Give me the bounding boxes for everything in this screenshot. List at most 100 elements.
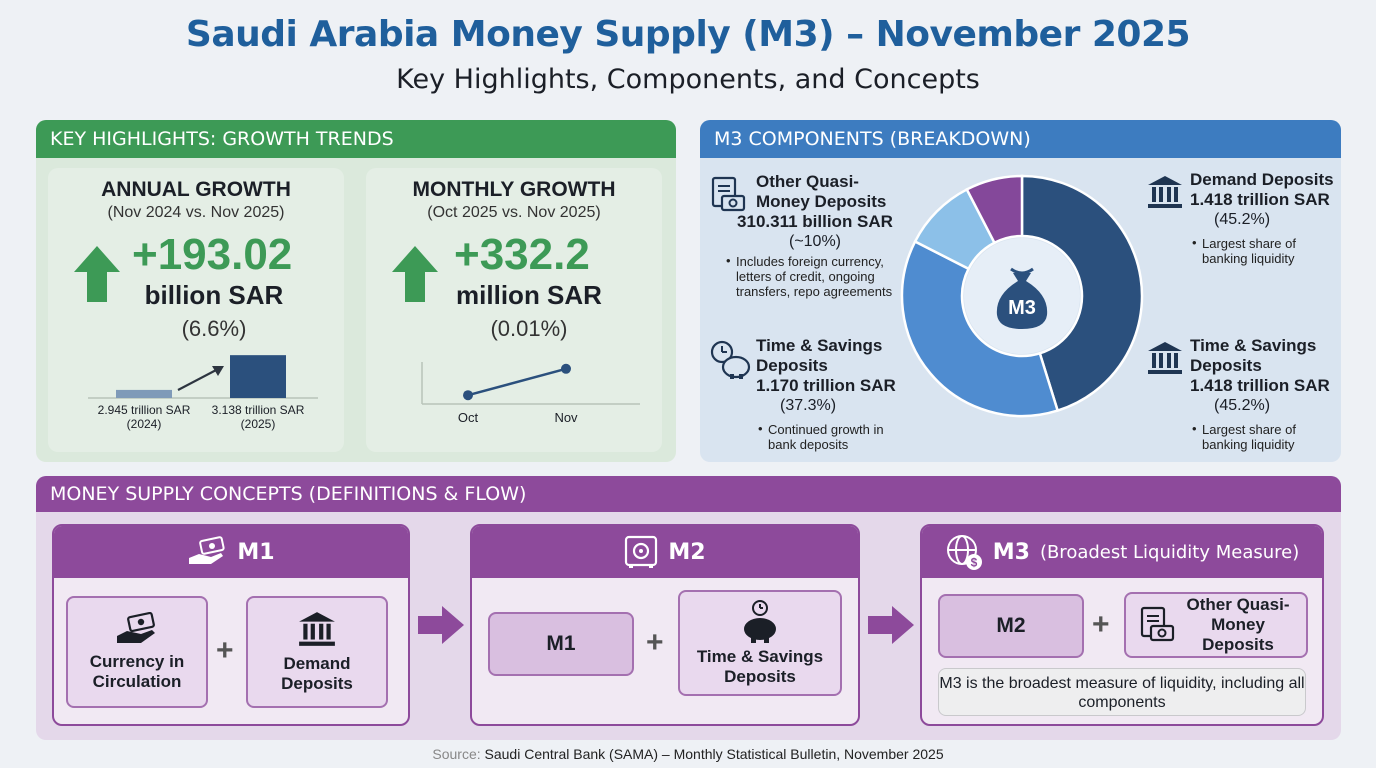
page-subtitle: Key Highlights, Components, and Concepts <box>396 64 980 95</box>
monthly-unit: million SAR <box>456 280 602 310</box>
monthly-period: (Oct 2025 vs. Nov 2025) <box>427 204 601 221</box>
m1-part-label: Demand Deposits <box>281 654 353 693</box>
demand-deposits-box: Demand Deposits <box>246 596 388 708</box>
component-note: Largest share of banking liquidity <box>1190 421 1320 452</box>
components-panel: M3 COMPONENTS (BREAKDOWN) Other Quasi-Mo… <box>700 120 1341 462</box>
component-name: Time & Savings Deposits <box>756 336 883 375</box>
component-value: 310.311 billion SAR <box>737 212 893 231</box>
growth-arrow <box>177 367 221 391</box>
annual-value: +193.02 <box>132 230 293 279</box>
series-line <box>467 367 567 397</box>
monthly-line-chart: Oct Nov <box>421 362 640 425</box>
money-bag-icon <box>996 267 1048 329</box>
donut-slice-3 <box>965 174 1024 245</box>
component-note: Continued growth in bank deposits <box>756 421 906 452</box>
monthly-pct: (0.01%) <box>490 316 568 341</box>
annual-unit: billion SAR <box>144 280 284 310</box>
piggy-bank-clock-icon <box>710 340 751 379</box>
monthly-growth-card: MONTHLY GROWTH (Oct 2025 vs. Nov 2025) +… <box>366 168 662 452</box>
m2-part-label: Time & Savings Deposits <box>696 647 824 686</box>
component-other-quasi-money: Other Quasi-Money Deposits 310.311 billi… <box>710 172 910 299</box>
annual-pct: (6.6%) <box>181 316 247 341</box>
currency-in-circulation-box: Currency in Circulation <box>66 596 208 708</box>
component-name: Demand Deposits <box>1190 170 1334 189</box>
source-label: Source: <box>432 746 481 762</box>
m3-part-label: M2 <box>996 614 1026 637</box>
concepts-heading: MONEY SUPPLY CONCEPTS (DEFINITIONS & FLO… <box>36 476 1341 512</box>
annual-bar-chart: 2.945 trillion SAR (2024) 3.138 trillion S… <box>88 355 318 431</box>
source-note: Source: Saudi Central Bank (SAMA) – Mont… <box>0 746 1376 762</box>
up-arrow-icon <box>392 246 438 302</box>
m2-box: M2 <box>938 594 1084 658</box>
annual-period: (Nov 2024 vs. Nov 2025) <box>107 204 285 221</box>
document-money-icon <box>1140 606 1175 642</box>
page-title: Saudi Arabia Money Supply (M3) – Novembe… <box>185 14 1191 55</box>
highlights-heading: KEY HIGHLIGHTS: GROWTH TRENDS <box>36 120 676 158</box>
x-tick-label: Nov <box>554 410 578 425</box>
component-pct: (~10%) <box>788 233 842 250</box>
m1-part-label: Currency in Circulation <box>89 652 185 691</box>
component-time-savings-2: Time & Savings Deposits 1.418 trillion S… <box>1146 336 1336 452</box>
plus-sign: + <box>1092 608 1110 641</box>
bar-2024 <box>116 389 172 398</box>
m1-header: M1 <box>54 526 408 578</box>
m3-header: $ M3 (Broadest Liquidity Measure) <box>922 526 1322 578</box>
growth-arrowhead <box>212 366 224 376</box>
component-pct: (37.3%) <box>780 397 837 414</box>
donut-slice-0 <box>1020 174 1144 413</box>
annual-title: ANNUAL GROWTH <box>101 178 291 201</box>
component-note: Largest share of banking liquidity <box>1190 235 1320 266</box>
monthly-value: +332.2 <box>454 230 590 279</box>
bar-label: 2.945 trillion SAR (2024) <box>98 403 191 431</box>
bar-2025 <box>230 355 286 398</box>
globe-dollar-icon: $ <box>946 535 982 570</box>
m2-card: M2 M1 + Time & Savings Deposits <box>470 524 860 726</box>
component-note: Includes foreign currency, letters of cr… <box>724 253 910 299</box>
m3-title-sub: (Broadest Liquidity Measure) <box>1039 541 1300 563</box>
bank-icon <box>1148 342 1182 374</box>
component-name: Time & Savings Deposits <box>1190 336 1317 375</box>
piggy-bank-clock-icon <box>744 600 776 643</box>
source-text: Saudi Central Bank (SAMA) – Monthly Stat… <box>484 746 944 762</box>
flow-arrow-icon <box>418 606 464 644</box>
m3-part-label: Other Quasi-Money Deposits <box>1186 595 1290 654</box>
other-quasi-money-box: Other Quasi-Money Deposits <box>1124 592 1308 658</box>
component-name: Other Quasi-Money Deposits <box>756 172 887 211</box>
m3-center: M3 <box>985 259 1059 333</box>
m2-part-label: M1 <box>546 632 576 655</box>
component-value: 1.418 trillion SAR <box>1190 190 1330 209</box>
up-arrow-icon <box>74 246 120 302</box>
m3-card: $ M3 (Broadest Liquidity Measure) M2 + O… <box>920 524 1324 726</box>
flow-arrow-icon <box>868 606 914 644</box>
m3-title: M3 <box>992 539 1030 565</box>
bar-label: 3.138 trillion SAR (2025) <box>212 403 305 431</box>
document-money-icon <box>711 176 746 212</box>
components-heading: M3 COMPONENTS (BREAKDOWN) <box>700 120 1341 158</box>
donut-slice-1 <box>900 239 1060 418</box>
safe-icon <box>625 535 658 568</box>
m1-box: M1 <box>488 612 634 676</box>
component-pct: (45.2%) <box>1214 397 1271 414</box>
bank-icon <box>1148 176 1182 208</box>
component-value: 1.170 trillion SAR <box>756 376 896 395</box>
bank-icon <box>299 612 335 646</box>
component-time-savings: Time & Savings Deposits 1.170 trillion S… <box>710 336 910 452</box>
m2-title: M2 <box>668 539 706 565</box>
x-tick-label: Oct <box>458 410 479 425</box>
m3-note: M3 is the broadest measure of liquidity,… <box>938 668 1306 716</box>
annual-growth-card: ANNUAL GROWTH (Nov 2024 vs. Nov 2025) +1… <box>48 168 344 452</box>
point-Nov <box>561 363 571 374</box>
m1-title: M1 <box>237 539 275 565</box>
hand-cash-icon <box>117 612 155 643</box>
m3-donut-chart <box>900 174 1144 418</box>
concepts-panel: MONEY SUPPLY CONCEPTS (DEFINITIONS & FLO… <box>36 476 1341 740</box>
plus-sign: + <box>216 634 234 667</box>
plus-sign: + <box>646 626 664 659</box>
component-pct: (45.2%) <box>1214 211 1271 228</box>
component-demand-deposits: Demand Deposits 1.418 trillion SAR (45.2… <box>1146 170 1336 266</box>
svg-text:$: $ <box>970 556 977 570</box>
component-value: 1.418 trillion SAR <box>1190 376 1330 395</box>
monthly-title: MONTHLY GROWTH <box>412 178 616 201</box>
m2-header: M2 <box>472 526 858 578</box>
m3-center-label: M3 <box>1008 297 1036 319</box>
